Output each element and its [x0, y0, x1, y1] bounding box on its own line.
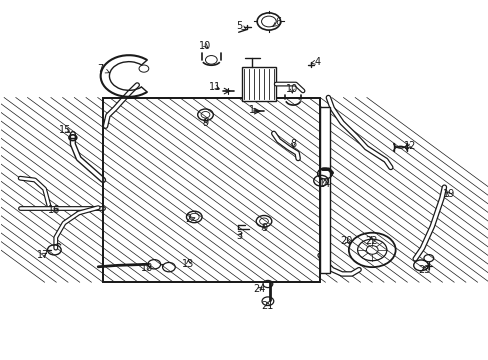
Text: 15: 15 — [59, 125, 71, 135]
Bar — [242, 67, 276, 101]
Text: 11: 11 — [209, 82, 221, 92]
Text: 16: 16 — [48, 206, 61, 216]
Text: 17: 17 — [38, 249, 50, 260]
Text: 20: 20 — [340, 236, 352, 246]
Text: 13: 13 — [182, 259, 194, 269]
Bar — [103, 98, 320, 282]
Text: 2: 2 — [185, 215, 195, 224]
Text: 4: 4 — [310, 57, 320, 67]
Text: 9: 9 — [202, 118, 208, 128]
Bar — [103, 98, 320, 282]
Text: 12: 12 — [403, 141, 416, 151]
Text: 23: 23 — [418, 265, 430, 275]
Text: 10: 10 — [199, 41, 211, 50]
Text: 6: 6 — [272, 17, 281, 27]
Text: 7: 7 — [97, 64, 109, 74]
Text: 10: 10 — [285, 84, 298, 94]
Text: 1: 1 — [248, 105, 258, 115]
Text: 18: 18 — [141, 263, 153, 273]
Text: 24: 24 — [252, 284, 265, 294]
Bar — [320, 107, 329, 273]
Text: 5: 5 — [236, 21, 245, 31]
Text: 9: 9 — [261, 224, 266, 233]
Text: 8: 8 — [289, 139, 296, 149]
Text: 3: 3 — [236, 231, 242, 240]
Text: 14: 14 — [318, 179, 330, 189]
Text: 19: 19 — [442, 189, 454, 199]
Text: 21: 21 — [261, 301, 274, 311]
Text: 22: 22 — [364, 236, 377, 246]
